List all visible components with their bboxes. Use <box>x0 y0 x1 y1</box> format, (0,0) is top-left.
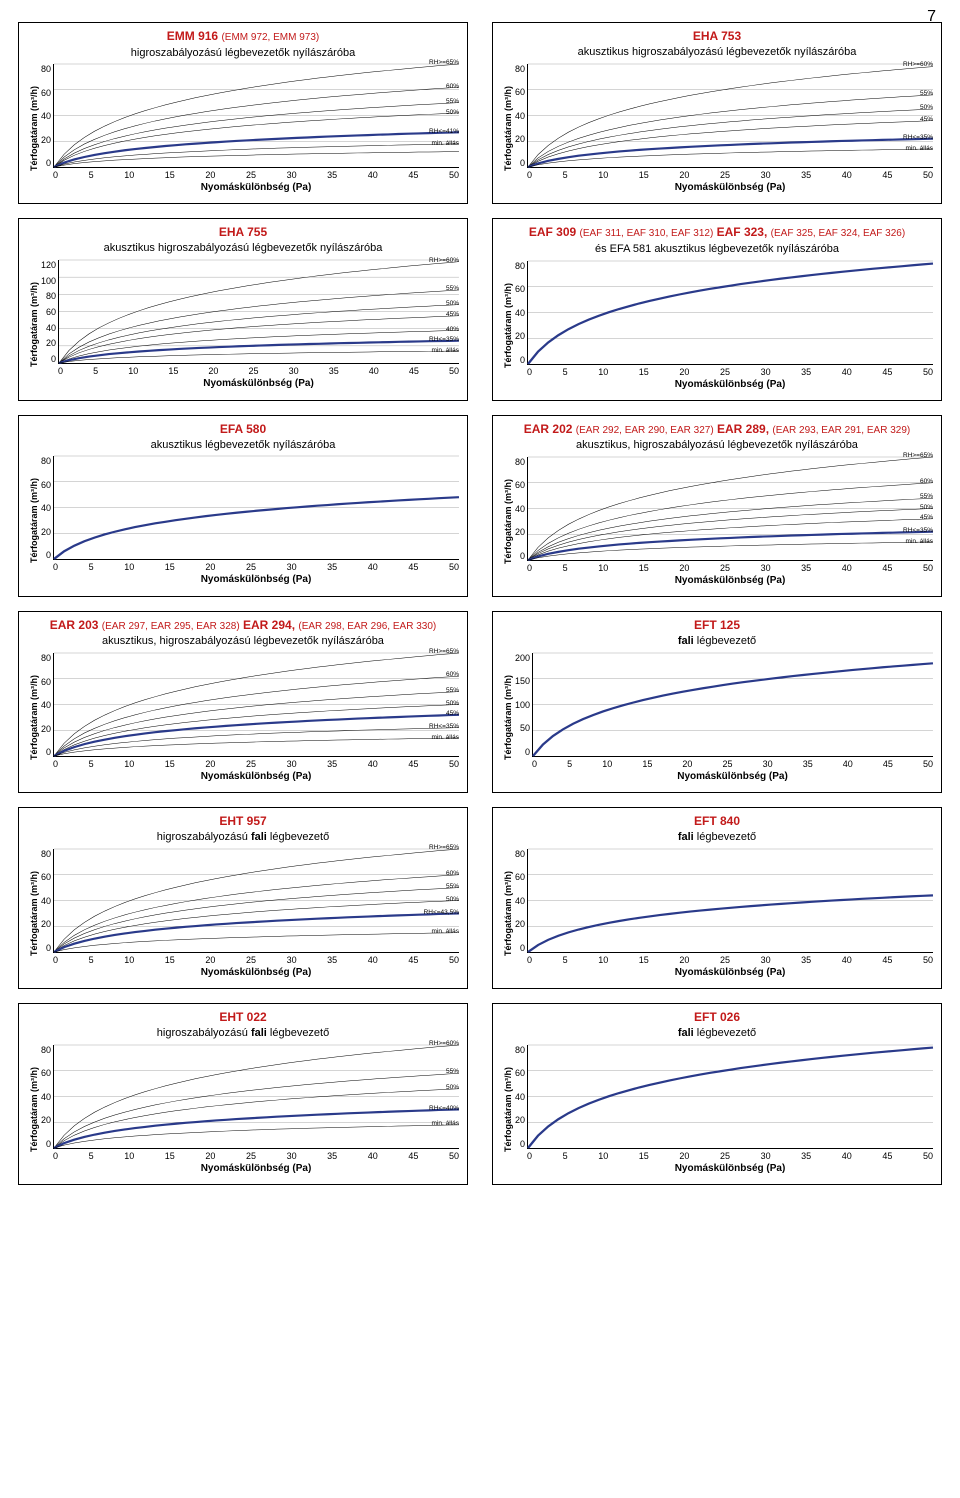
chart-title: EAR 203 (EAR 297, EAR 295, EAR 328) EAR … <box>27 618 459 649</box>
y-ticks: 806040200 <box>515 64 527 168</box>
plot-area <box>527 261 933 365</box>
y-axis-label: Térfogatáram (m³/h) <box>501 1045 515 1174</box>
chart-title: EFT 026fali légbevezető <box>501 1010 933 1041</box>
chart-eft125: EFT 125fali légbevezető Térfogatáram (m³/… <box>492 611 942 793</box>
x-axis-label: Nyomáskülönbség (Pa) <box>527 182 933 193</box>
chart-title: EFA 580akusztikus légbevezetők nyílászár… <box>27 422 459 453</box>
x-ticks: 05101520253035404550 <box>53 759 459 769</box>
x-axis-label: Nyomáskülönbség (Pa) <box>527 575 933 586</box>
chart-eha755: EHA 755akusztikus higroszabályozású légb… <box>18 218 468 400</box>
y-ticks: 806040200 <box>41 64 53 168</box>
plot-area: RH>=65%60%55%50%45%RH<=35%min. állás <box>53 653 459 757</box>
chart-eaf309: EAF 309 (EAF 311, EAF 310, EAF 312) EAF … <box>492 218 942 400</box>
chart-grid: EMM 916 (EMM 972, EMM 973)higroszabályoz… <box>18 22 942 1185</box>
chart-title: EFT 125fali légbevezető <box>501 618 933 649</box>
plot-area: RH>=60%55%50%RH<=40%min. állás <box>53 1045 459 1149</box>
y-ticks: 806040200 <box>41 456 53 560</box>
x-axis-label: Nyomáskülönbség (Pa) <box>58 378 459 389</box>
chart-title: EFT 840fali légbevezető <box>501 814 933 845</box>
y-axis-label: Térfogatáram (m³/h) <box>27 1045 41 1174</box>
x-axis-label: Nyomáskülönbség (Pa) <box>527 1163 933 1174</box>
y-ticks: 806040200 <box>41 1045 53 1149</box>
y-ticks: 806040200 <box>41 849 53 953</box>
y-axis-label: Térfogatáram (m³/h) <box>27 653 41 782</box>
y-axis-label: Térfogatáram (m³/h) <box>501 261 515 390</box>
x-ticks: 05101520253035404550 <box>527 955 933 965</box>
chart-efa580: EFA 580akusztikus légbevezetők nyílászár… <box>18 415 468 597</box>
chart-eht957: EHT 957higroszabályozású fali légbevezet… <box>18 807 468 989</box>
chart-title: EAR 202 (EAR 292, EAR 290, EAR 327) EAR … <box>501 422 933 453</box>
y-ticks: 806040200 <box>515 457 527 561</box>
chart-title: EHT 022higroszabályozású fali légbevezet… <box>27 1010 459 1041</box>
plot-area <box>527 1045 933 1149</box>
chart-title: EHA 755akusztikus higroszabályozású légb… <box>27 225 459 256</box>
y-ticks: 120100806040200 <box>41 260 58 364</box>
chart-eft840: EFT 840fali légbevezető Térfogatáram (m³/… <box>492 807 942 989</box>
y-axis-label: Térfogatáram (m³/h) <box>27 260 41 389</box>
y-ticks: 806040200 <box>515 1045 527 1149</box>
plot-area: RH>=60%55%50%45%RH<=35%min. állás <box>527 64 933 168</box>
x-axis-label: Nyomáskülönbség (Pa) <box>527 967 933 978</box>
x-axis-label: Nyomáskülönbség (Pa) <box>53 1163 459 1174</box>
chart-eht022: EHT 022higroszabályozású fali légbevezet… <box>18 1003 468 1185</box>
chart-title: EMM 916 (EMM 972, EMM 973)higroszabályoz… <box>27 29 459 60</box>
x-ticks: 05101520253035404550 <box>532 759 933 769</box>
chart-ear202: EAR 202 (EAR 292, EAR 290, EAR 327) EAR … <box>492 415 942 597</box>
x-ticks: 05101520253035404550 <box>58 366 459 376</box>
chart-title: EAF 309 (EAF 311, EAF 310, EAF 312) EAF … <box>501 225 933 256</box>
plot-area: RH>=60%55%50%45%40%RH<=35%min. állás <box>58 260 459 364</box>
y-ticks: 806040200 <box>515 849 527 953</box>
x-ticks: 05101520253035404550 <box>53 562 459 572</box>
plot-area <box>527 849 933 953</box>
y-axis-label: Térfogatáram (m³/h) <box>501 457 515 586</box>
y-axis-label: Térfogatáram (m³/h) <box>501 653 515 782</box>
x-axis-label: Nyomáskülönbség (Pa) <box>53 771 459 782</box>
y-axis-label: Térfogatáram (m³/h) <box>501 849 515 978</box>
plot-area: RH>=65%60%55%50%RH<=41%min. állás <box>53 64 459 168</box>
page-number: 7 <box>927 8 936 26</box>
x-axis-label: Nyomáskülönbség (Pa) <box>53 574 459 585</box>
chart-ear203: EAR 203 (EAR 297, EAR 295, EAR 328) EAR … <box>18 611 468 793</box>
plot-area: RH>=65%60%55%50%RH<=43,5%min. állás <box>53 849 459 953</box>
y-axis-label: Térfogatáram (m³/h) <box>501 64 515 193</box>
y-axis-label: Térfogatáram (m³/h) <box>27 64 41 193</box>
chart-eha753: EHA 753akusztikus higroszabályozású légb… <box>492 22 942 204</box>
y-ticks: 200150100500 <box>515 653 532 757</box>
chart-eft026: EFT 026fali légbevezető Térfogatáram (m³/… <box>492 1003 942 1185</box>
y-ticks: 806040200 <box>41 653 53 757</box>
y-ticks: 806040200 <box>515 261 527 365</box>
x-ticks: 05101520253035404550 <box>527 1151 933 1161</box>
x-ticks: 05101520253035404550 <box>527 170 933 180</box>
y-axis-label: Térfogatáram (m³/h) <box>27 456 41 585</box>
x-ticks: 05101520253035404550 <box>527 367 933 377</box>
chart-title: EHT 957higroszabályozású fali légbevezet… <box>27 814 459 845</box>
y-axis-label: Térfogatáram (m³/h) <box>27 849 41 978</box>
x-axis-label: Nyomáskülönbség (Pa) <box>53 967 459 978</box>
x-axis-label: Nyomáskülönbség (Pa) <box>527 379 933 390</box>
x-axis-label: Nyomáskülönbség (Pa) <box>53 182 459 193</box>
x-ticks: 05101520253035404550 <box>527 563 933 573</box>
plot-area <box>53 456 459 560</box>
plot-area <box>532 653 933 757</box>
x-axis-label: Nyomáskülönbség (Pa) <box>532 771 933 782</box>
x-ticks: 05101520253035404550 <box>53 955 459 965</box>
plot-area: RH>=65%60%55%50%45%RH<=35%min. állás <box>527 457 933 561</box>
x-ticks: 05101520253035404550 <box>53 170 459 180</box>
x-ticks: 05101520253035404550 <box>53 1151 459 1161</box>
chart-title: EHA 753akusztikus higroszabályozású légb… <box>501 29 933 60</box>
chart-emm916: EMM 916 (EMM 972, EMM 973)higroszabályoz… <box>18 22 468 204</box>
